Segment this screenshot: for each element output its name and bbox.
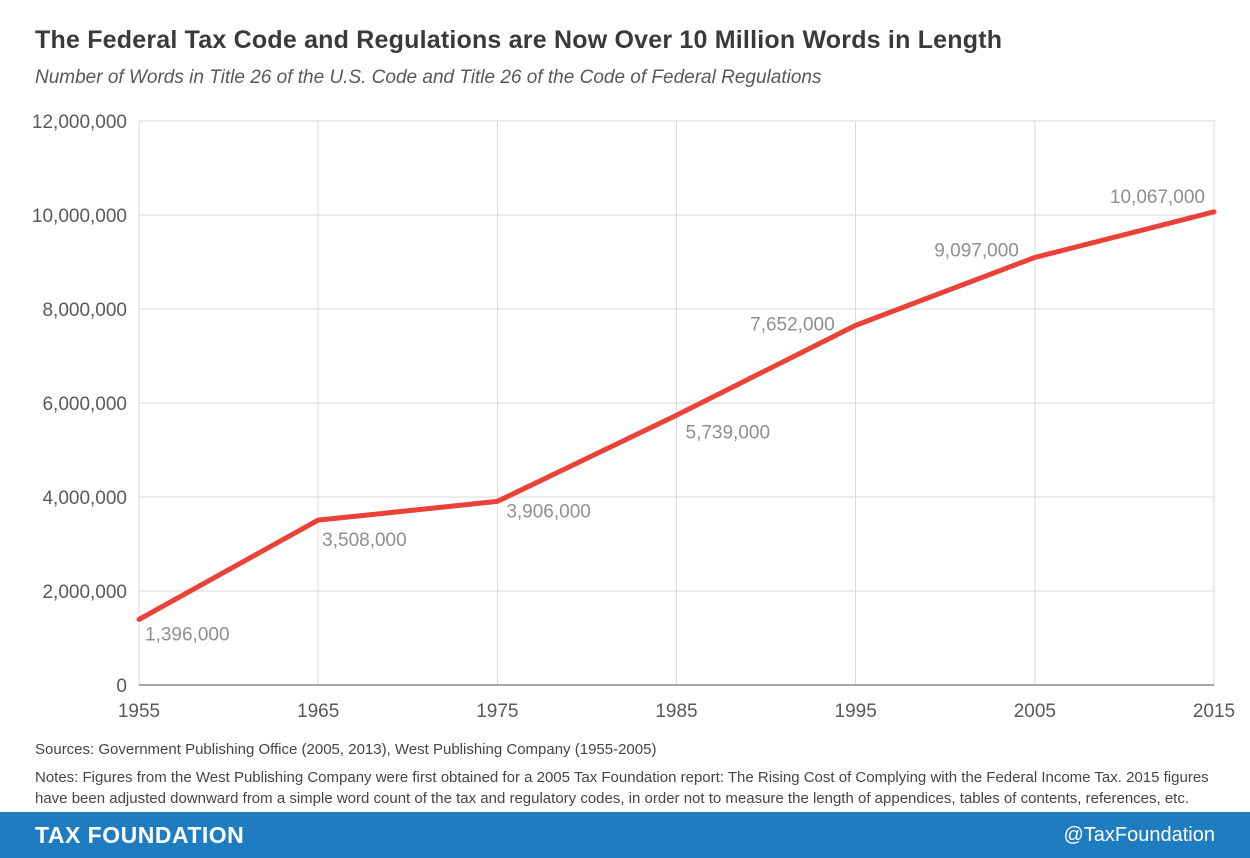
y-tick-label: 6,000,000 [42, 394, 127, 415]
data-point-label: 5,739,000 [686, 422, 771, 443]
data-point-label: 3,906,000 [506, 501, 591, 522]
chart-title: The Federal Tax Code and Regulations are… [35, 26, 1003, 54]
data-point-label: 9,097,000 [934, 240, 1019, 261]
series-line [136, 209, 1217, 622]
chart-subtitle: Number of Words in Title 26 of the U.S. … [35, 67, 822, 88]
y-tick-label: 2,000,000 [42, 582, 127, 603]
x-tick-label: 2005 [1014, 701, 1056, 722]
x-tick-label: 1965 [297, 701, 339, 722]
x-tick-label: 1975 [476, 701, 518, 722]
chart-header: The Federal Tax Code and Regulations are… [35, 26, 1215, 89]
y-tick-label: 0 [116, 676, 127, 697]
data-point-label: 3,508,000 [322, 530, 407, 551]
y-tick-label: 10,000,000 [32, 206, 127, 227]
data-point-label: 10,067,000 [1110, 187, 1205, 208]
data-point-label: 1,396,000 [145, 624, 230, 645]
y-tick-label: 8,000,000 [42, 300, 127, 321]
x-tick-label: 2015 [1193, 701, 1235, 722]
line-chart: 0 2,000,000 4,000,000 6,000,000 8,000,000 10,… [32, 112, 1235, 722]
x-tick-label: 1985 [655, 701, 697, 722]
y-tick-label: 4,000,000 [42, 488, 127, 509]
footer-twitter-handle: @TaxFoundation [1063, 823, 1215, 846]
footer-bar: TAX FOUNDATION @TaxFoundation [0, 812, 1250, 858]
y-tick-label: 12,000,000 [32, 112, 127, 133]
footer-brand-logo: TAX FOUNDATION [35, 821, 245, 848]
notes-text: Notes: Figures from the West Publishing … [35, 769, 1209, 807]
x-tick-label: 1955 [118, 701, 160, 722]
footnotes: Sources: Government Publishing Office (2… [35, 740, 1215, 809]
x-tick-label: 1995 [835, 701, 877, 722]
data-point-label: 7,652,000 [750, 314, 835, 335]
sources-text: Sources: Government Publishing Office (2… [35, 741, 657, 758]
